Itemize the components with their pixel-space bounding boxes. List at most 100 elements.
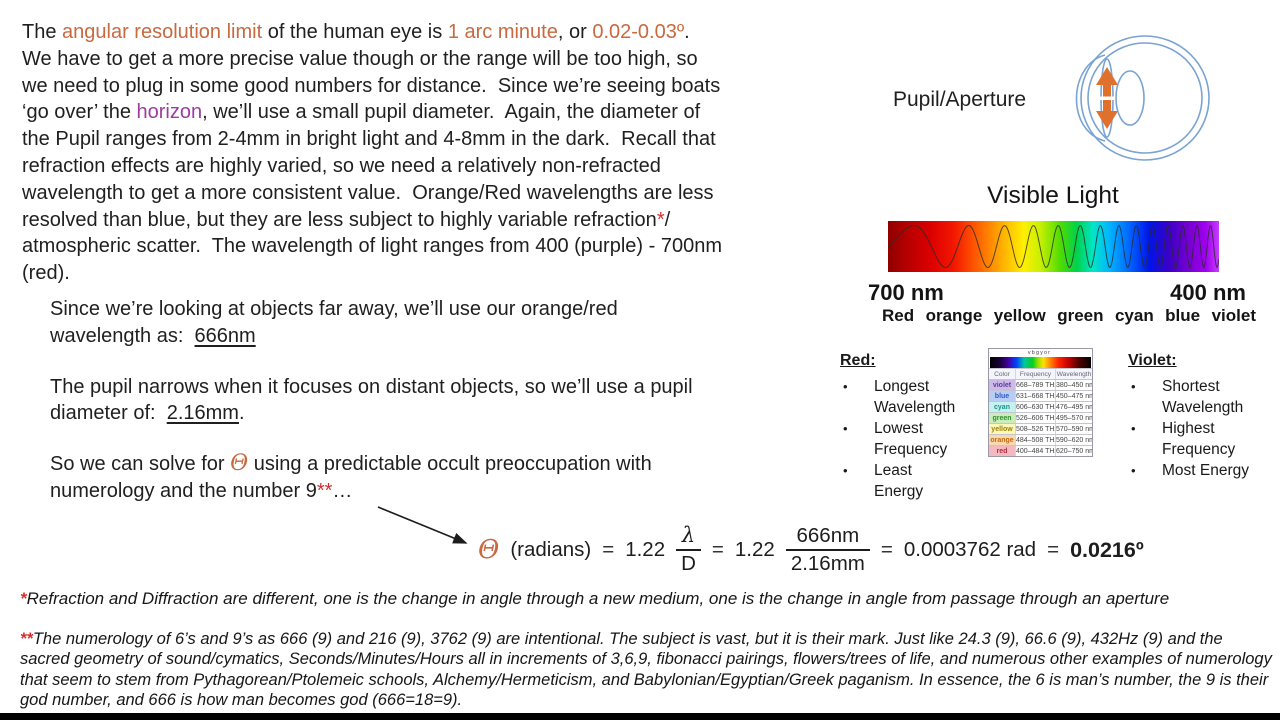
paragraph-solve-theta: So we can solve for Θ using a predictabl… [50,451,852,505]
list-item: • Shortest Wavelength [1128,376,1266,418]
highlight-arc-minute: 1 arc minute [447,21,558,43]
list-item-label: Highest Frequency [1162,420,1236,458]
text-line: So we can solve for Θ using a predictabl… [50,451,852,478]
lambda-symbol: λ [681,523,696,548]
table-header-row: Color Frequency Wavelength [989,368,1092,379]
text-line: refraction effects are highly varied, so… [22,154,661,177]
footnote-numerology: **The numerology of 6’s and 9’s as 666 (… [20,629,1272,710]
text-line: We have to get a more precise value thou… [22,47,698,70]
bullet-icon: • [843,379,848,394]
text-line: atmospheric scatter. The wavelength of l… [22,235,722,258]
cornea-curve [1075,54,1106,142]
text-run: So we can solve for [50,453,231,476]
frequency-cell: 631–668 THz [1015,391,1055,401]
table-row: blue 631–668 THz 450–475 nm [989,390,1092,401]
equals-sign: = [880,538,893,561]
text-line: we need to plug in some good numbers for… [22,74,721,97]
text-run: . [238,402,245,425]
text-line: wavelength as: 666nm [50,323,852,350]
footnote-double-asterisk: ** [20,630,33,648]
color-label: Red [882,306,915,325]
color-label: blue [1165,306,1201,325]
list-item: • Highest Frequency [1128,418,1266,460]
text-run: ‘go over’ the [22,101,137,124]
text-line: The pupil narrows when it focuses on dis… [50,375,693,398]
equals-sign: = [602,538,615,561]
value-pupil-diameter: 2.16mm [166,402,239,425]
visible-light-title: Visible Light [987,182,1119,209]
resolution-formula: Θ (radians) = 1.22 λ D = 1.22 666nm 2.16… [478,508,1144,592]
list-item-label: Shortest Wavelength [1162,378,1244,416]
spectrum-color-labels: Red orange yellow green cyan blue violet [882,306,1256,326]
numerator-666nm: 666nm [796,523,860,547]
pupil-diameter-arrow-icon [1096,67,1118,129]
frequency-cell: 400–484 THz [1015,446,1055,456]
text-line: resolved than blue, but they are less su… [22,207,852,234]
label-400nm: 400 nm [1170,280,1246,305]
frequency-cell: 526–606 THz [1015,413,1055,423]
crystalline-lens [1115,70,1145,126]
text-line: numerology and the number 9**… [50,478,852,505]
text-run: of the human eye is [262,21,448,43]
bullet-icon: • [1131,463,1136,478]
radians-label: (radians) [510,538,592,561]
list-item: • Least Energy [840,460,964,502]
color-cell: red [989,446,1015,456]
result-degrees: 0.0216º [1070,537,1144,562]
bullet-icon: • [1131,421,1136,436]
bullet-icon: • [1131,379,1136,394]
text-run: wavelength as: [50,324,195,347]
eyeball-outline-inner [1087,42,1203,154]
violet-properties-list: Violet: • Shortest Wavelength • Highest Fr… [1128,350,1266,481]
table-row: orange 484–508 THz 590–620 nm [989,434,1092,445]
list-item: • Most Energy [1128,460,1266,481]
text-run: numerology and the number 9 [50,479,317,502]
table-row: cyan 606–630 THz 476–495 nm [989,401,1092,412]
label-700nm: 700 nm [868,280,944,305]
main-text-block: The angular resolution limit of the huma… [22,19,852,505]
text-run: using a predictable occult preoccupation… [248,453,652,476]
wavelength-cell: 495–570 nm [1055,413,1092,423]
eye-diagram [1075,35,1210,161]
table-strip-labels: v b g y o r [1028,350,1050,356]
highlight-horizon: horizon [136,101,203,124]
color-cell: green [989,413,1015,423]
equals-sign: = [1047,538,1060,561]
column-header: Color [989,369,1015,379]
text-run: . [684,21,690,43]
svg-text:v b g y o r: v b g y o r [1028,350,1050,355]
paragraph-intro: The angular resolution limit of the huma… [22,19,852,287]
footnote-asterisk: * [656,208,665,231]
color-label: orange [925,306,983,325]
text-line: the Pupil ranges from 2-4mm in bright li… [22,128,716,151]
aperture-symbol: D [676,548,701,576]
frequency-cell: 484–508 THz [1015,435,1055,445]
fraction-lambda-over-d: λ D [676,524,701,575]
list-item-label: Lowest Frequency [874,420,948,458]
list-item-label: Longest Wavelength [874,378,956,416]
highlight-angular-resolution: angular resolution limit [62,21,263,43]
red-properties-list: Red: • Longest Wavelength • Lowest Frequen… [840,350,964,502]
wavelength-range-row: 700 nm 400 nm [868,280,1246,306]
visible-light-spectrum-bar [888,221,1219,272]
bullet-icon: • [843,421,848,436]
table-spectrum-strip [990,357,1091,368]
wavelength-cell: 620–750 nm [1055,446,1092,456]
text-run: , or [557,21,593,43]
color-cell: orange [989,435,1015,445]
footnote-refraction: *Refraction and Diffraction are differen… [20,589,1270,609]
theta-symbol: Θ [230,451,249,477]
spectrum-frequency-table: v b g y o r Color Frequency Wavelength v… [988,348,1093,457]
wavelength-cell: 570–590 nm [1055,424,1092,434]
text-line: The angular resolution limit of the huma… [22,19,852,46]
violet-list-title: Violet: [1128,352,1177,369]
table-row: yellow 508–526 THz 570–590 nm [989,423,1092,434]
denominator-216mm: 2.16mm [785,548,870,576]
wavelength-cell: 380–450 nm [1055,380,1092,390]
list-item: • Longest Wavelength [840,376,964,418]
footnote-text: The numerology of 6’s and 9’s as 666 (9)… [20,630,1272,709]
result-radians: 0.0003762 rad [903,538,1037,561]
pointer-arrow [377,506,468,544]
list-item-label: Least Energy [874,462,924,500]
table-row: red 400–484 THz 620–750 nm [989,445,1092,456]
